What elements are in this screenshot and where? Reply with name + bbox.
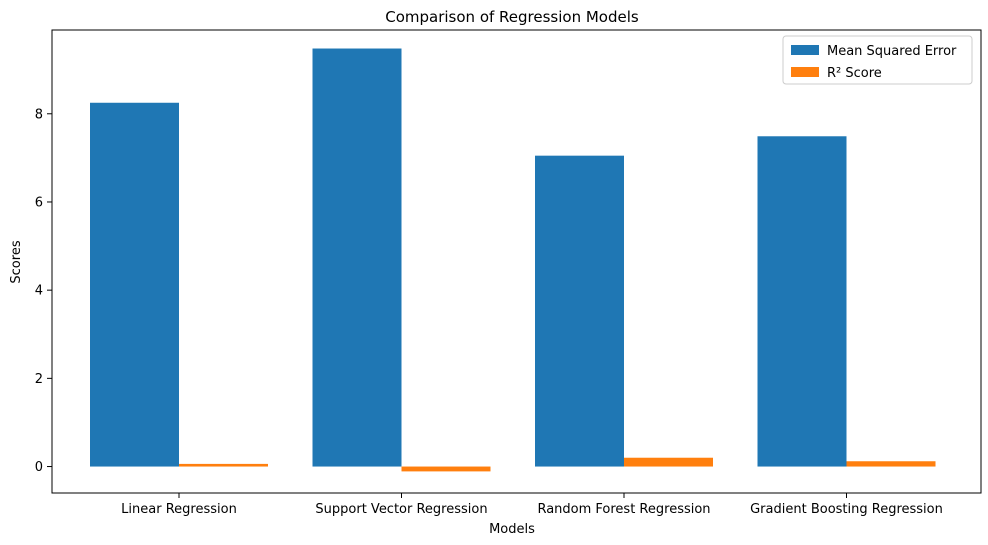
r2-bar-0 — [179, 463, 268, 467]
x-tick-label-0: Linear Regression — [121, 502, 237, 517]
mse-bar-0 — [90, 102, 179, 467]
x-tick-label-2: Random Forest Regression — [537, 502, 710, 517]
y-tick-label-2: 4 — [35, 284, 43, 299]
y-tick-label-0: 0 — [35, 460, 43, 475]
plot-frame — [51, 29, 982, 494]
legend-swatch-1 — [791, 67, 819, 77]
mse-bar-1 — [312, 48, 402, 467]
legend-label-0: Mean Squared Error — [827, 44, 957, 59]
y-axis-label: Scores — [9, 240, 24, 283]
mse-bar-3 — [757, 136, 847, 467]
x-axis-label: Models — [489, 522, 535, 537]
bars-layer — [90, 48, 936, 472]
y-tick-label-3: 6 — [35, 195, 43, 210]
y-tick-label-1: 2 — [35, 372, 43, 387]
r2-bar-2 — [624, 457, 713, 467]
chart-title: Comparison of Regression Models — [385, 8, 639, 26]
legend-swatch-0 — [791, 45, 819, 55]
x-tick-label-1: Support Vector Regression — [315, 502, 487, 517]
legend: Mean Squared Error R² Score — [782, 35, 973, 85]
axes-layer — [51, 29, 982, 494]
legend-label-1: R² Score — [827, 66, 882, 81]
ticks-layer: 0 2 4 6 8 Linear Regression Support Vector Reg… — [35, 107, 943, 517]
r2-bar-1 — [401, 466, 491, 472]
mse-bar-2 — [535, 155, 624, 467]
x-tick-label-3: Gradient Boosting Regression — [750, 502, 943, 517]
r2-bar-3 — [846, 461, 936, 467]
legend-box — [782, 35, 973, 85]
y-tick-label-4: 8 — [35, 107, 43, 122]
